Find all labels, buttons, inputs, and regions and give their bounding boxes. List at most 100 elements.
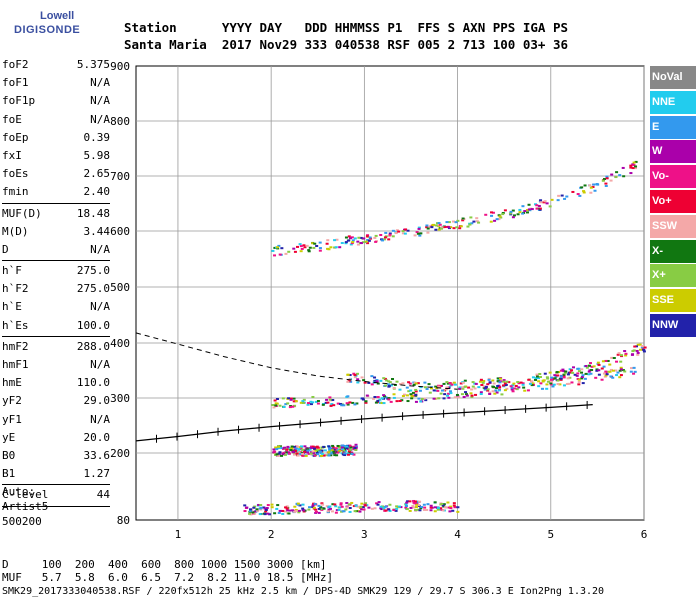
footer-file-info: SMK29_2017333040538.RSF / 220fx512h 25 k… [2,586,605,597]
echo-point [401,382,405,385]
echo-point [434,389,438,392]
param-row: M(D) 3.44 [2,223,110,241]
echo-point [478,380,482,383]
echo-point [619,374,623,377]
echo-point [382,377,386,380]
echo-point [419,386,423,389]
echo-point [368,236,372,239]
echo-point [420,398,424,401]
echo-point [340,452,344,455]
echo-point [311,450,315,453]
echo-point [352,372,356,375]
echo-point [609,179,613,182]
echo-point [352,453,356,456]
echo-point [266,504,270,507]
echo-point [304,454,308,457]
echo-point [558,383,562,386]
echo-point [456,219,460,222]
echo-point [281,512,285,515]
header-labels: Station YYYY DAY DDD HHMMSS P1 FFS S AXN… [124,20,569,35]
x-tick-label: 3 [361,528,368,541]
echo-point [624,352,628,355]
echo-point [493,219,497,222]
echo-point [299,245,303,248]
echo-point [423,506,427,509]
legend-item: X- [650,239,696,263]
echo-point [338,506,342,509]
echo-point [406,229,410,232]
echo-point [447,221,451,224]
echo-point [346,448,350,451]
param-value: 3.44 [83,224,111,238]
echo-point [407,381,411,384]
echo-point [548,205,552,208]
echo-point [566,377,570,380]
echo-point [511,216,515,219]
echo-point [381,239,385,242]
echo-point [243,510,247,513]
echo-point [425,508,429,511]
echo-point [349,243,353,246]
echo-point [318,241,322,244]
echo-point [473,387,477,390]
echo-point [604,184,608,187]
echo-point [292,247,296,250]
echo-point [436,508,440,511]
echo-point [353,374,357,377]
echo-point [453,506,457,509]
echo-point [369,237,373,240]
echo-point [287,451,291,454]
y-tick-label: 80 [117,514,130,527]
echo-point [323,449,327,452]
echo-point [356,240,360,243]
echo-point [383,377,387,380]
echo-point [406,400,410,403]
echo-point [559,375,563,378]
echo-point [397,230,401,233]
echo-point [486,383,490,386]
echo-point [382,507,386,510]
echo-point [632,164,636,167]
echo-point [488,381,492,384]
echo-point [343,444,347,447]
param-row: hmF2 288.0 [2,338,110,356]
echo-point [470,395,474,398]
echo-point [566,373,570,376]
param-row: foE N/A [2,111,110,129]
echo-point [299,453,303,456]
echo-point [596,361,600,364]
param-value: 275.0 [76,264,110,278]
echo-point [437,222,441,225]
echo-point [313,454,317,457]
echo-point [509,210,513,213]
echo-point [314,508,318,511]
echo-point [384,231,388,234]
echo-point [449,392,453,395]
echo-point [284,252,288,255]
echo-point [302,398,306,401]
echo-point [425,388,429,391]
echo-point [592,365,596,368]
echo-point [346,380,350,383]
echo-point [608,370,612,373]
echo-point [517,382,521,385]
echo-point [308,246,312,249]
param-row: foEs 2.65 [2,165,110,183]
param-label: foF1 [2,76,29,90]
echo-point [330,403,334,406]
echo-point [263,507,267,510]
echo-point [496,385,500,388]
echo-point [503,382,507,385]
echo-point [498,381,502,384]
echo-point [315,244,319,247]
echo-point [331,503,335,506]
echo-point [490,214,494,217]
echo-point [502,379,506,382]
echo-point [384,509,388,512]
echo-point [415,500,419,503]
echo-point [360,508,364,511]
echo-point [477,386,481,389]
echo-point [439,392,443,395]
echo-point [345,447,349,450]
echo-point [353,237,357,240]
